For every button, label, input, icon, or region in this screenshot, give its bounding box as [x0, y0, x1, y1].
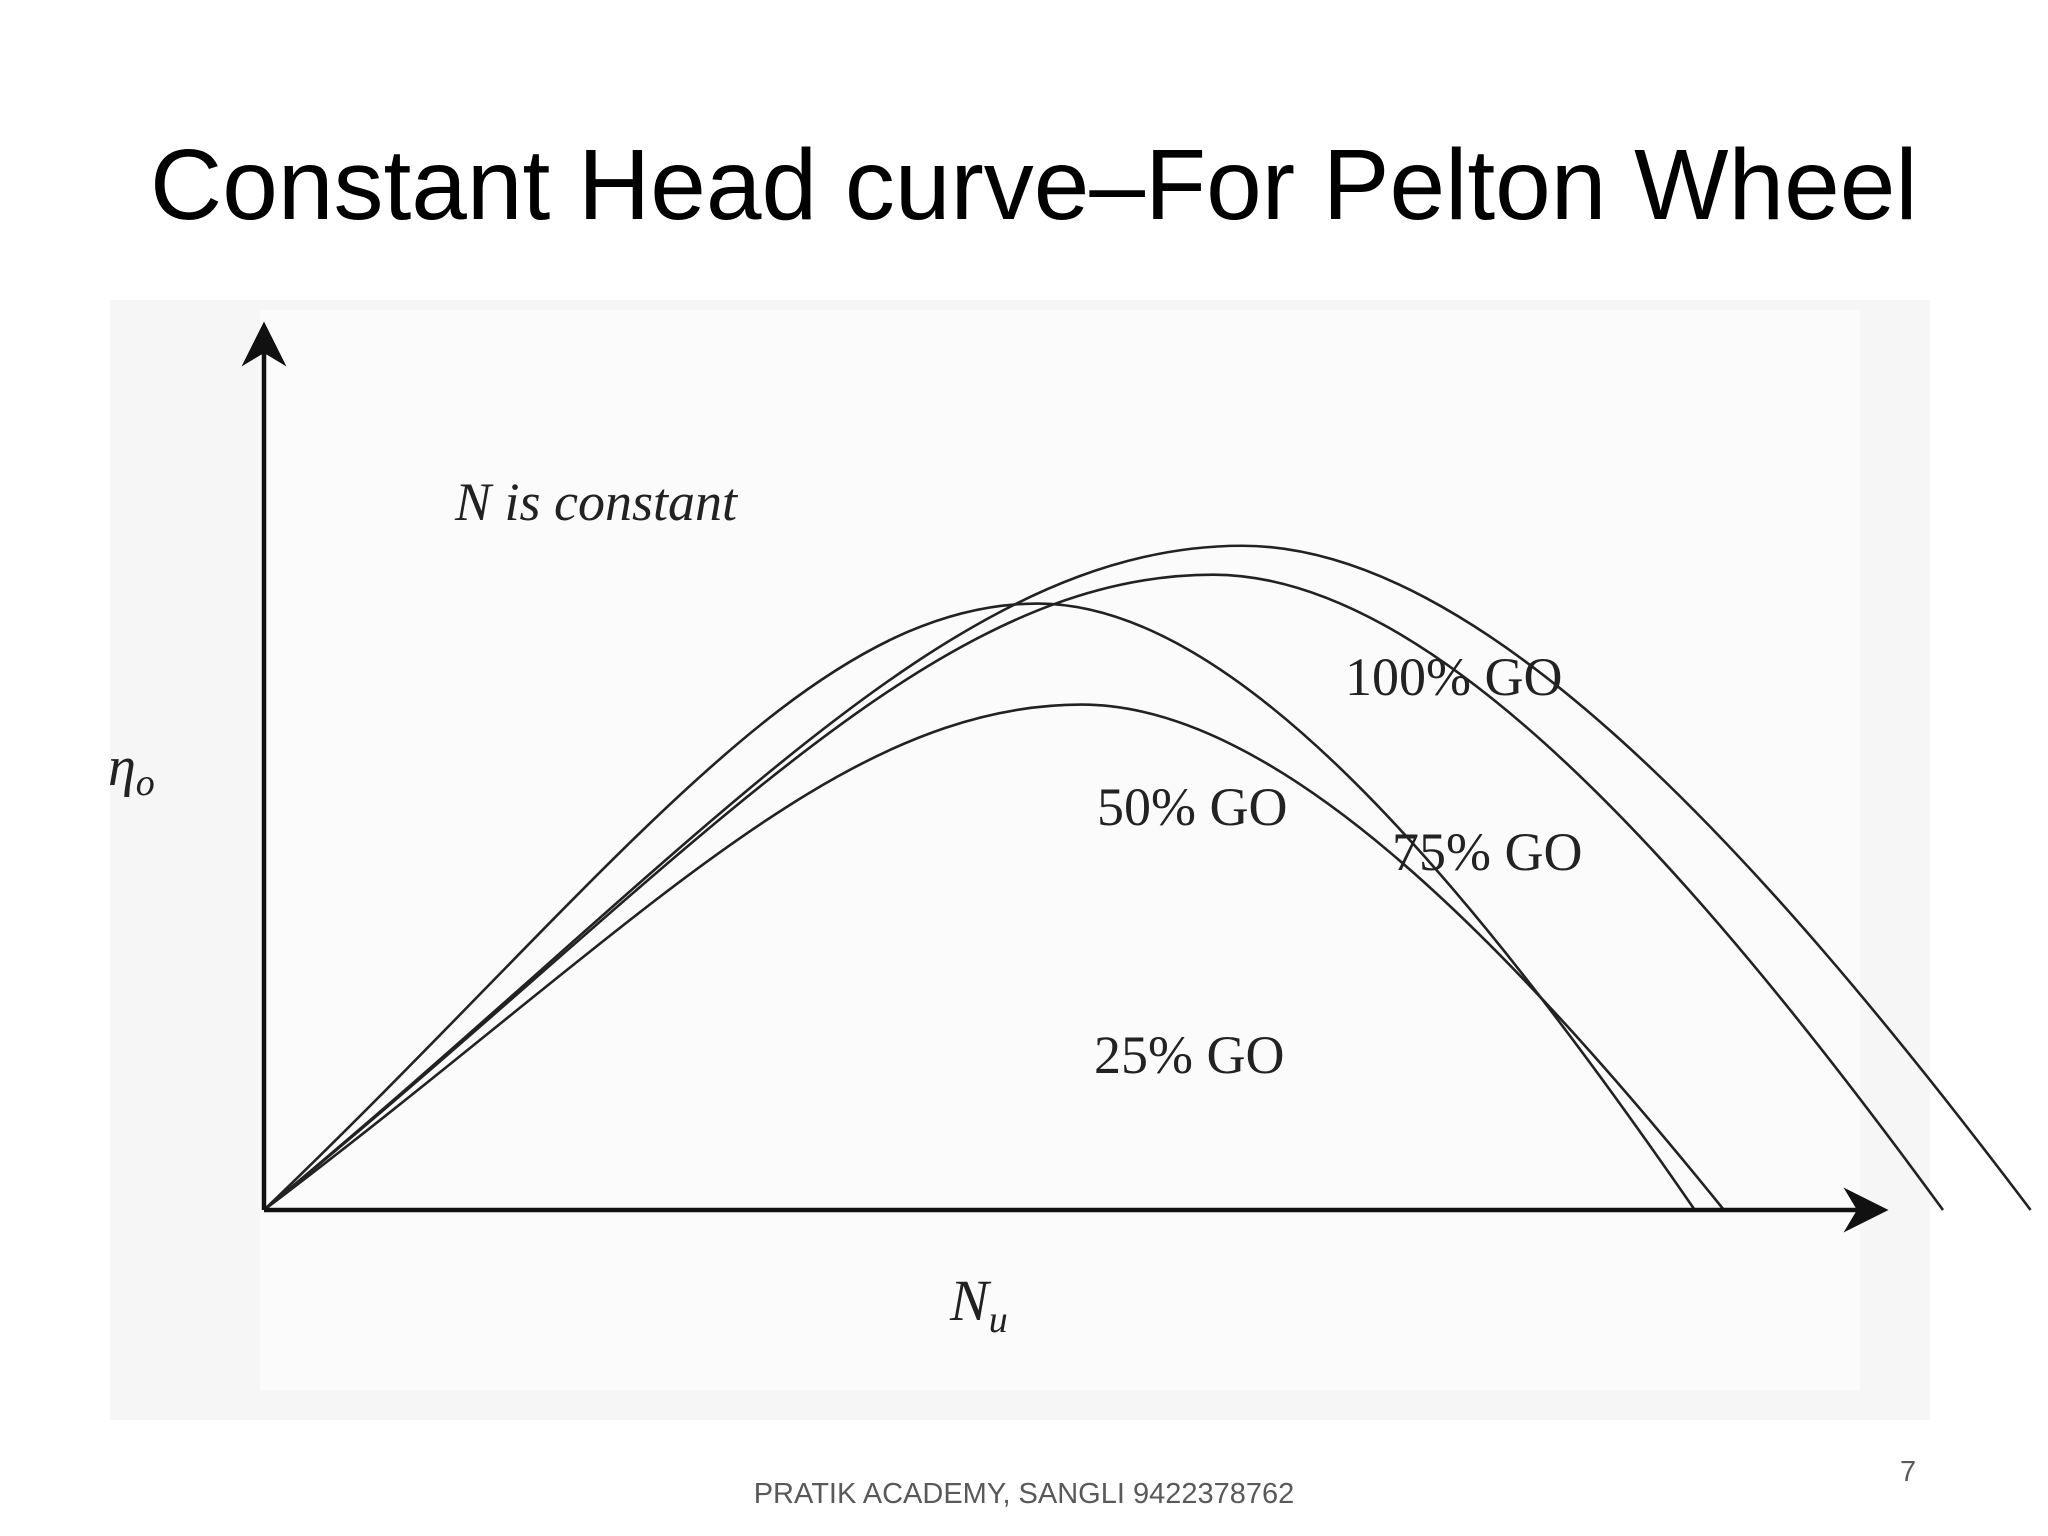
series-label-50-go: 50% GO [1097, 777, 1287, 837]
footer-text: PRATIK ACADEMY, SANGLI 9422378762 [753, 1478, 1295, 1510]
slide-title: Constant Head curve–For Pelton Wheel [150, 129, 1918, 241]
annotation-n-is-constant: N is constant [454, 472, 739, 532]
series-label-100-go: 100% GO [1345, 647, 1562, 707]
slide-number: 7 [1900, 1456, 1917, 1488]
x-axis-label-symbol: N [949, 1268, 992, 1333]
series-curve-100-go [263, 544, 2032, 1212]
series-curve-75-go [263, 573, 1945, 1212]
x-axis-label-subscript: u [989, 1299, 1008, 1341]
labels-layer: 25% GO 50% GO 75% GO 100% GO [1094, 647, 1582, 1085]
y-axis-label-symbol: η [108, 736, 136, 798]
x-axis-label: Nu [949, 1268, 1008, 1341]
series-curve-25-go [263, 703, 1726, 1212]
curves-layer [263, 544, 2032, 1212]
y-axis-label: ηo [108, 736, 155, 804]
series-label-25-go: 25% GO [1094, 1025, 1284, 1085]
series-curve-50-go [263, 602, 1696, 1211]
series-label-75-go: 75% GO [1392, 822, 1582, 882]
y-axis-label-subscript: o [136, 762, 155, 804]
